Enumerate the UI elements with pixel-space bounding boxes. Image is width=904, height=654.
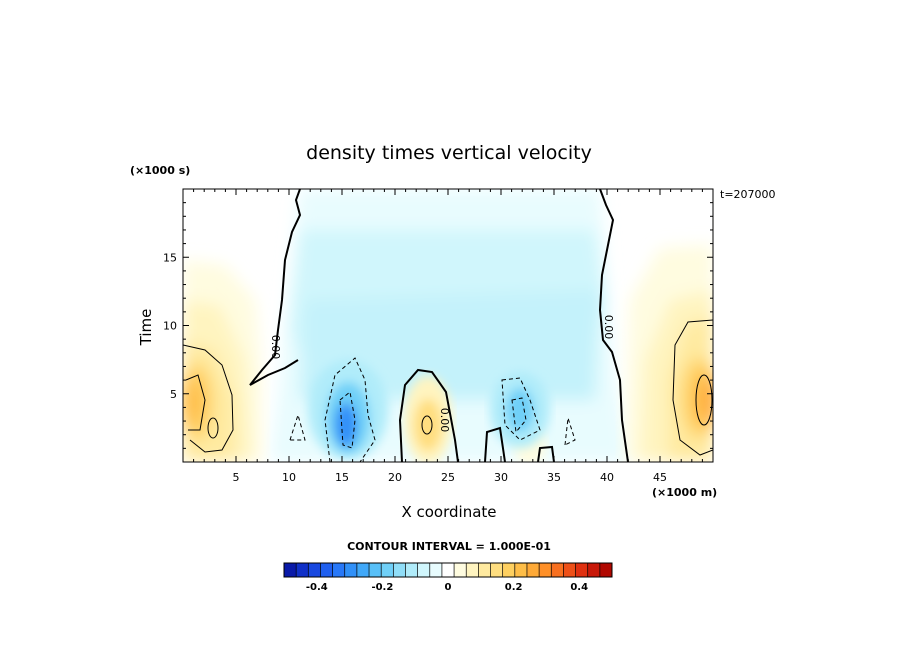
- colorbar-swatch: [502, 563, 516, 577]
- colorbar-swatch: [381, 563, 394, 577]
- colorbar-swatch: [563, 563, 577, 577]
- x-axis-label: X coordinate: [401, 503, 496, 521]
- colorbar-tick-label: 0: [445, 582, 452, 593]
- colorbar-swatch: [599, 563, 613, 577]
- x-ticks: 5 10 15 20 25 30 35 40 45: [193, 189, 703, 484]
- positive-contours: [183, 319, 713, 456]
- colorbar-tick-label: 0.4: [570, 582, 588, 593]
- y-tick-label: 15: [163, 251, 177, 264]
- colorbar-tick-label: -0.2: [371, 582, 393, 593]
- colorbar-tick-label: -0.4: [306, 582, 328, 593]
- x-tick-label: 30: [494, 471, 508, 484]
- colorbar-swatch: [369, 563, 382, 577]
- zero-contours: [249, 189, 629, 462]
- colorbar-ticks: -0.4 -0.2 0 0.2 0.4: [306, 582, 588, 593]
- colorbar-swatch: [356, 563, 370, 577]
- colorbar-swatch: [405, 563, 419, 577]
- colorbar-swatch: [429, 563, 443, 577]
- y-tick-label: 10: [163, 320, 177, 333]
- zero-contour-left: [249, 189, 302, 386]
- x-tick-label: 5: [233, 471, 240, 484]
- colorbar-tick-label: 0.2: [505, 582, 523, 593]
- y-axis-label: Time: [137, 309, 155, 347]
- negative-contours: [289, 357, 576, 462]
- colorbar-swatch: [587, 563, 601, 577]
- zero-contour-right: [598, 189, 629, 462]
- x-tick-label: 40: [600, 471, 614, 484]
- chart-title: density times vertical velocity: [306, 142, 592, 164]
- colorbar: [283, 562, 613, 578]
- colorbar-frame: [283, 562, 613, 578]
- y-tick-label: 5: [170, 388, 177, 401]
- zero-contour-small: [484, 426, 506, 462]
- zero-contour-central: [398, 368, 459, 462]
- left-positive-field: [183, 260, 262, 462]
- colorbar-swatch: [441, 563, 455, 577]
- y-ticks: 5 10 15: [163, 202, 713, 449]
- x-tick-label: 25: [441, 471, 455, 484]
- colorbar-swatch: [393, 563, 406, 577]
- x-tick-label: 35: [547, 471, 561, 484]
- colorbar-swatch: [417, 563, 431, 577]
- negative-core-right: [490, 372, 550, 448]
- colorbar-swatch: [332, 563, 346, 577]
- colorbar-swatch: [526, 563, 540, 577]
- plot-area: 0.00 0.00 0.00: [183, 189, 713, 462]
- corner-label: t=207000: [720, 188, 776, 201]
- central-positive-field: [404, 376, 452, 462]
- x-tick-label: 15: [335, 471, 349, 484]
- colorbar-swatch: [539, 563, 552, 577]
- colorbar-swatch: [344, 563, 358, 577]
- contour-label: 0.00: [602, 315, 615, 340]
- colorbar-swatch: [575, 563, 589, 577]
- contour-labels: 0.00 0.00 0.00: [269, 315, 615, 433]
- contour-label: 0.00: [438, 408, 451, 433]
- x-tick-label: 20: [388, 471, 402, 484]
- colorbar-swatch: [454, 563, 467, 577]
- x-unit-label: (×1000 m): [652, 486, 717, 499]
- colorbar-swatch: [551, 563, 564, 577]
- colorbar-swatch: [514, 563, 528, 577]
- colorbar-swatch: [284, 563, 297, 577]
- y-unit-label: (×1000 s): [130, 164, 190, 177]
- x-tick-label: 45: [653, 471, 667, 484]
- colorbar-swatch: [320, 563, 334, 577]
- contour-label: 0.00: [269, 335, 282, 360]
- negative-core-left: [308, 360, 388, 460]
- colorbar-swatch: [490, 563, 504, 577]
- colorbar-swatch: [466, 563, 479, 577]
- zero-contour-small-2: [537, 445, 555, 462]
- right-positive-field: [625, 245, 713, 462]
- x-tick-label: 10: [282, 471, 296, 484]
- contour-interval-text: CONTOUR INTERVAL = 1.000E-01: [347, 540, 551, 553]
- colorbar-swatch: [308, 563, 321, 577]
- colorbar-swatch: [296, 563, 309, 577]
- colorbar-swatch: [478, 563, 492, 577]
